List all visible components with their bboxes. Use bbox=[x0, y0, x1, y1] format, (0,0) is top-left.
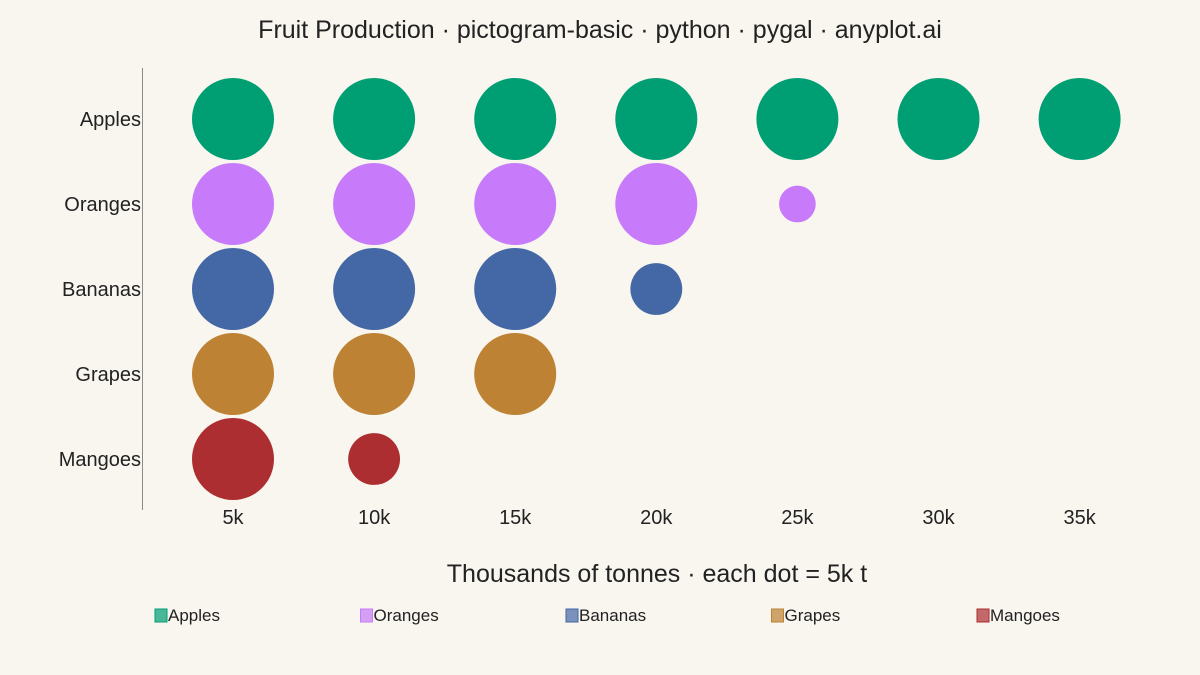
dot-apples-3 bbox=[474, 78, 557, 160]
dot-apples-1 bbox=[192, 78, 274, 160]
y-label-grapes: Grapes bbox=[75, 364, 141, 386]
dot-oranges-5 bbox=[779, 185, 816, 223]
x-tick-label: 35k bbox=[1063, 507, 1096, 529]
legend-item-grapes: Grapes bbox=[771, 606, 841, 625]
legend-swatch bbox=[360, 608, 373, 623]
dot-mangoes-2 bbox=[348, 433, 401, 485]
dot-oranges-2 bbox=[333, 163, 416, 245]
y-label-mangoes: Mangoes bbox=[59, 449, 141, 471]
legend-label: Oranges bbox=[374, 606, 439, 625]
dot-bananas-4 bbox=[630, 263, 683, 315]
legend-item-mangoes: Mangoes bbox=[976, 606, 1060, 625]
x-axis-title: Thousands of tonnes · each dot = 5k t bbox=[447, 560, 867, 588]
legend: Apples Oranges Bananas Grapes Mangoes bbox=[154, 606, 1060, 625]
legend-label: Bananas bbox=[579, 606, 646, 625]
legend-swatch bbox=[771, 608, 784, 623]
dot-oranges-4 bbox=[615, 163, 698, 245]
x-tick-label: 5k bbox=[222, 507, 244, 529]
dot-grapes-2 bbox=[333, 333, 416, 415]
dot-oranges-3 bbox=[474, 163, 557, 245]
x-tick-label: 25k bbox=[781, 507, 814, 529]
legend-swatch bbox=[565, 608, 579, 623]
legend-label: Grapes bbox=[785, 606, 841, 625]
legend-item-bananas: Bananas bbox=[565, 606, 646, 625]
x-tick-label: 20k bbox=[640, 507, 673, 529]
legend-label: Apples bbox=[168, 606, 220, 625]
legend-item-oranges: Oranges bbox=[360, 606, 439, 625]
dot-bananas-3 bbox=[474, 248, 557, 330]
x-tick-label: 15k bbox=[499, 507, 532, 529]
chart-title: Fruit Production · pictogram-basic · pyt… bbox=[258, 16, 942, 44]
legend-item-apples: Apples bbox=[154, 606, 220, 625]
legend-swatch bbox=[154, 608, 168, 623]
dot-apples-4 bbox=[615, 78, 698, 160]
legend-label: Mangoes bbox=[990, 606, 1060, 625]
plot-area bbox=[192, 78, 1121, 500]
x-axis-ticks: 5k 10k 15k 20k 25k 30k 35k bbox=[222, 507, 1096, 529]
dot-grapes-3 bbox=[474, 333, 557, 415]
dot-apples-6 bbox=[897, 78, 980, 160]
x-tick-label: 30k bbox=[922, 507, 955, 529]
dot-bananas-2 bbox=[333, 248, 416, 330]
legend-swatch bbox=[976, 608, 990, 623]
y-axis-labels: Apples Oranges Bananas Grapes Mangoes bbox=[59, 109, 141, 471]
y-label-apples: Apples bbox=[80, 109, 141, 131]
x-tick-label: 10k bbox=[358, 507, 391, 529]
dot-grapes-1 bbox=[192, 333, 274, 415]
y-label-bananas: Bananas bbox=[62, 279, 141, 301]
dot-apples-2 bbox=[333, 78, 416, 160]
dot-apples-5 bbox=[756, 78, 839, 160]
dot-oranges-1 bbox=[192, 163, 274, 245]
dot-mangoes-1 bbox=[192, 418, 274, 500]
dot-bananas-1 bbox=[192, 248, 274, 330]
dot-apples-7 bbox=[1038, 78, 1121, 160]
y-label-oranges: Oranges bbox=[64, 194, 141, 216]
